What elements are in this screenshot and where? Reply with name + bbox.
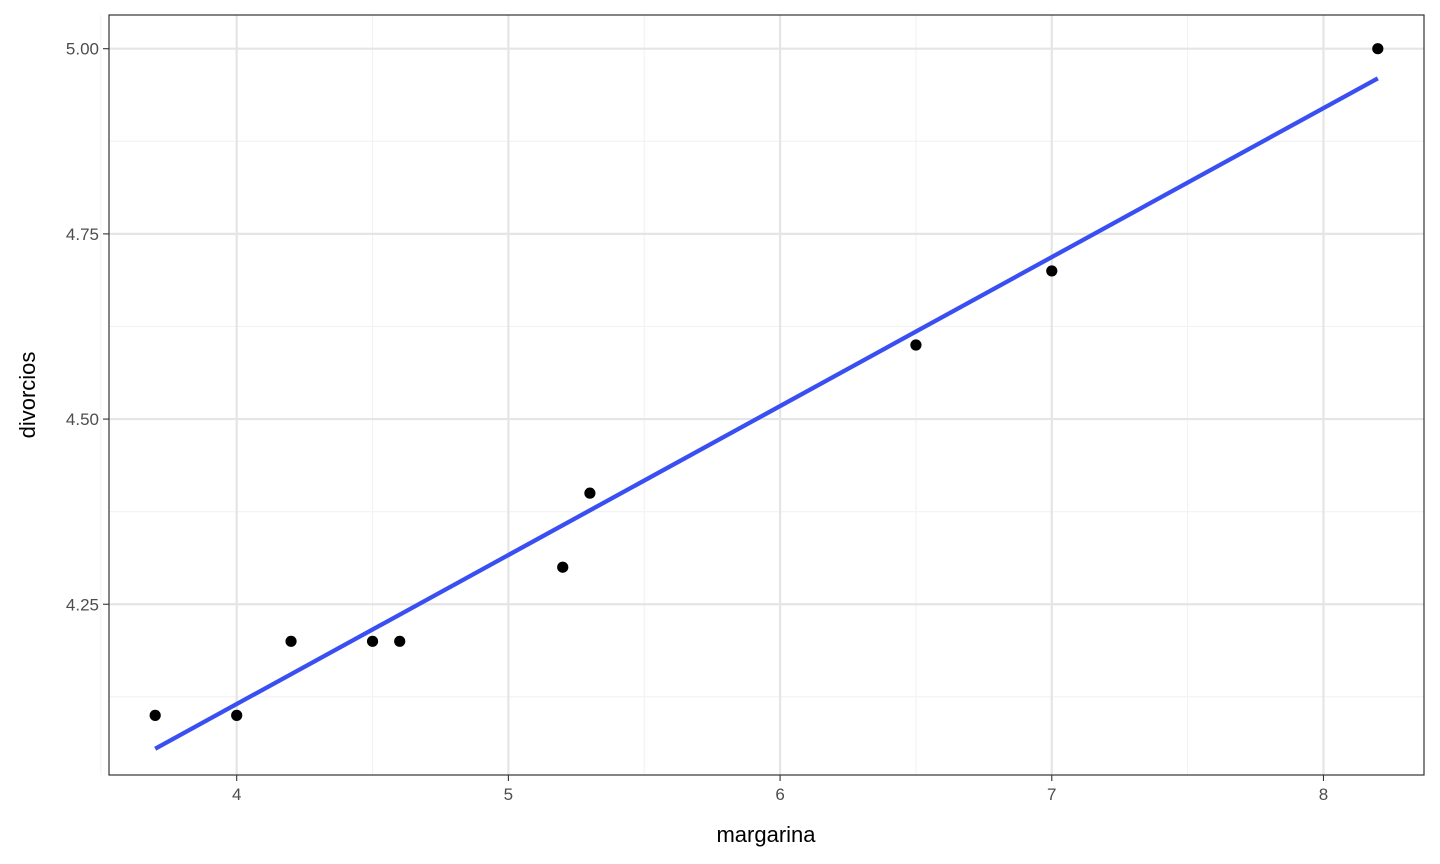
data-points: [149, 43, 1384, 721]
x-axis: 4 5 6 7 8: [232, 775, 1328, 804]
regression-line: [154, 76, 1379, 751]
minor-gridlines: [100, 15, 1424, 775]
regression-line-layer: [154, 76, 1379, 751]
y-tick-label: 5.00: [66, 40, 99, 59]
data-point: [910, 339, 922, 351]
data-point: [366, 635, 379, 647]
data-point: [394, 635, 406, 647]
y-tick-label: 4.75: [66, 225, 99, 244]
data-point: [557, 561, 569, 573]
x-tick-label: 4: [232, 785, 241, 804]
x-tick-label: 7: [1047, 785, 1056, 804]
data-point: [285, 635, 297, 647]
data-point: [584, 487, 596, 499]
y-tick-label: 4.25: [66, 595, 99, 614]
y-axis: 4.25 4.50 4.75 5.00: [66, 40, 109, 614]
data-point: [149, 709, 161, 721]
x-axis-title: margarina: [716, 822, 816, 847]
x-tick-label: 6: [775, 785, 784, 804]
plot-panel-border: [108, 14, 1425, 776]
x-tick-label: 8: [1319, 785, 1328, 804]
y-axis-title: divorcios: [15, 352, 40, 439]
data-point: [231, 709, 243, 721]
x-tick-label: 5: [504, 785, 513, 804]
data-point: [1372, 43, 1384, 55]
major-gridlines: [109, 15, 1424, 775]
y-tick-label: 4.50: [66, 410, 99, 429]
data-point: [1046, 265, 1058, 277]
